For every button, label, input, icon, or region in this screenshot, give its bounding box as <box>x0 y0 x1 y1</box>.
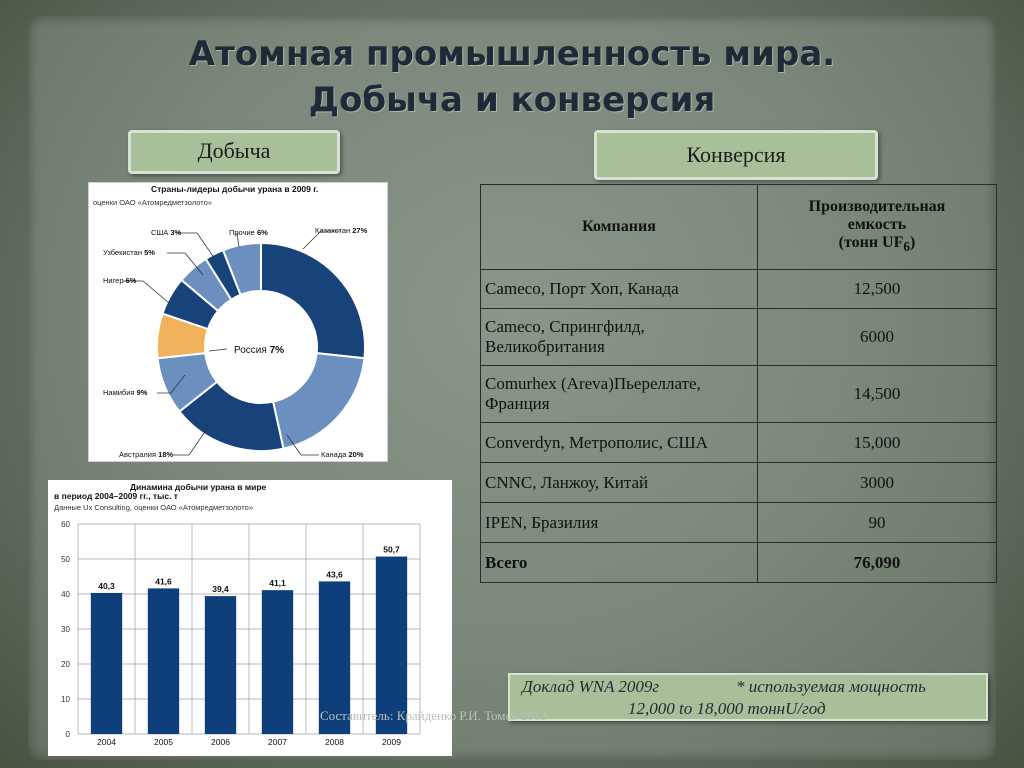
y-tick-label: 60 <box>61 520 70 529</box>
slide-title-line2: Добыча и конверсия <box>308 80 716 120</box>
leader-line-kazakhstan <box>302 230 341 250</box>
bar-value-label: 39,4 <box>212 584 229 594</box>
row-capacity: 15,000 <box>757 422 997 463</box>
bar-value-label: 50,7 <box>383 545 400 555</box>
bar-value-label: 40,3 <box>98 581 115 591</box>
conversion-table: Компания Производительная емкость (тонн … <box>480 184 997 583</box>
production-dynamics-chart: Динамина добычи урана в мире в период 20… <box>48 480 452 756</box>
header-capacity-close: ) <box>910 234 916 252</box>
leader-line-australia <box>173 422 212 456</box>
leader-line-other <box>236 232 240 248</box>
leader-line-niger <box>123 280 170 304</box>
y-tick-label: 10 <box>61 695 70 704</box>
mining-button[interactable]: Добыча <box>128 130 340 174</box>
pie-subtitle: оценки ОАО «Атомредметзолото» <box>93 198 212 207</box>
bar-chart-svg: Динамина добычи урана в мире в период 20… <box>54 482 421 747</box>
table-total-row: Всего 76,090 <box>480 542 997 583</box>
pie-label-canada: Канада 20% <box>321 450 364 459</box>
row-capacity: 3000 <box>757 462 997 503</box>
conversion-button[interactable]: Конверсия <box>594 130 878 180</box>
x-tick-label: 2009 <box>382 737 401 747</box>
x-tick-label: 2004 <box>97 737 116 747</box>
bar-2006 <box>204 596 237 734</box>
row-capacity: 90 <box>757 502 997 543</box>
donut-chart-svg: Страны-лидеры добычи урана в 2009 г. оце… <box>93 184 368 459</box>
row-company: CNNC, Ланжоу, Китай <box>480 462 758 503</box>
wna-note: Доклад WNA 2009г * используемая мощность… <box>508 673 988 721</box>
header-capacity-line3: (тонн UF <box>838 234 904 252</box>
pie-label-australia: Австралия 18% <box>119 450 173 459</box>
row-company: Cameco, Спрингфилд, Великобритания <box>480 308 758 366</box>
table-row: Cameco, Порт Хоп, Канада 12,500 <box>480 269 997 309</box>
x-tick-label: 2007 <box>268 737 287 747</box>
pie-slice-8 <box>221 241 262 297</box>
footer-author: Составитель: Крайденко Р.И. Томск 2013 <box>320 708 547 723</box>
slide-title-line1: Атомная промышленность мира. <box>188 34 836 74</box>
pie-title: Страны-лидеры добычи урана в 2009 г. <box>151 184 318 194</box>
row-company-line1: Comurhex (Areva)Пьереллате, <box>485 374 701 393</box>
bar-2008 <box>318 581 351 734</box>
pie-label-usa: США 3% <box>151 228 182 237</box>
note-capacity-value: 12,000 to 18,000 тоннU/год <box>628 699 826 718</box>
note-source: Доклад WNA 2009г <box>522 677 660 696</box>
row-company-line2: Великобритания <box>485 337 605 356</box>
header-capacity-line1: Производительная <box>808 198 946 216</box>
header-company: Компания <box>480 184 758 270</box>
total-label: Всего <box>480 542 758 583</box>
header-capacity: Производительная емкость (тонн UF6) <box>757 184 997 270</box>
row-company: Converdyn, Метрополис, США <box>480 422 758 463</box>
bar-subtitle: Данные Ux Consulting, оценки ОАО «Атомре… <box>54 503 253 512</box>
bar-2009 <box>375 556 408 734</box>
row-capacity: 12,500 <box>757 269 997 309</box>
y-tick-label: 0 <box>66 730 71 739</box>
bar-value-label: 41,6 <box>155 576 172 586</box>
pie-label-niger: Нигер 6% <box>103 276 137 285</box>
bar-value-label: 41,1 <box>269 578 286 588</box>
x-tick-label: 2005 <box>154 737 173 747</box>
row-company: Cameco, Порт Хоп, Канада <box>480 269 758 309</box>
bar-title-line1: Динамина добычи урана в мире <box>130 482 267 492</box>
y-tick-label: 40 <box>61 590 70 599</box>
y-tick-label: 20 <box>61 660 70 669</box>
table-row: Converdyn, Метрополис, США 15,000 <box>480 422 997 463</box>
bar-2004 <box>90 592 123 734</box>
leader-line-russia <box>208 348 228 352</box>
bar-2007 <box>261 590 294 734</box>
row-capacity: 6000 <box>757 308 997 366</box>
pie-slice-1 <box>271 351 366 450</box>
note-capacity-label: * используемая мощность <box>736 677 926 696</box>
y-tick-label: 50 <box>61 555 70 564</box>
table-row: IPEN, Бразилия 90 <box>480 502 997 543</box>
table-row: CNNC, Ланжоу, Китай 3000 <box>480 462 997 503</box>
pie-center-label: Россия 7% <box>234 345 284 356</box>
leader-line-namibia <box>157 374 186 394</box>
x-tick-label: 2008 <box>325 737 344 747</box>
leader-line-canada <box>286 434 319 456</box>
header-capacity-sub: 6 <box>903 239 911 255</box>
pie-slice-0 <box>260 241 366 360</box>
row-company: Comurhex (Areva)Пьереллате, Франция <box>480 365 758 423</box>
leader-line-usa <box>177 232 216 260</box>
row-company: IPEN, Бразилия <box>480 502 758 543</box>
pie-label-namibia: Намибия 9% <box>103 388 148 397</box>
bar-value-label: 43,6 <box>326 569 343 579</box>
pie-label-kazakhstan: Казахстан 27% <box>315 226 368 235</box>
header-capacity-line2: емкость <box>847 216 907 234</box>
table-row: Cameco, Спрингфилд, Великобритания 6000 <box>480 308 997 366</box>
table-header-row: Компания Производительная емкость (тонн … <box>480 184 997 270</box>
x-tick-label: 2006 <box>211 737 230 747</box>
row-company-line1: Cameco, Спрингфилд, <box>485 317 645 336</box>
leader-line-uzbekistan <box>167 252 204 276</box>
uranium-leaders-chart: Страны-лидеры добычи урана в 2009 г. оце… <box>88 182 388 462</box>
row-capacity: 14,500 <box>757 365 997 423</box>
bar-2005 <box>147 588 180 734</box>
row-company-line2: Франция <box>485 394 550 413</box>
y-tick-label: 30 <box>61 625 70 634</box>
table-row: Comurhex (Areva)Пьереллате, Франция 14,50… <box>480 365 997 423</box>
pie-label-uzbekistan: Узбекистан 5% <box>103 248 155 257</box>
total-value: 76,090 <box>757 542 997 583</box>
pie-label-other: Прочие 6% <box>229 228 268 237</box>
bar-title-line2: в период 2004–2009 гг., тыс. т <box>54 491 178 501</box>
